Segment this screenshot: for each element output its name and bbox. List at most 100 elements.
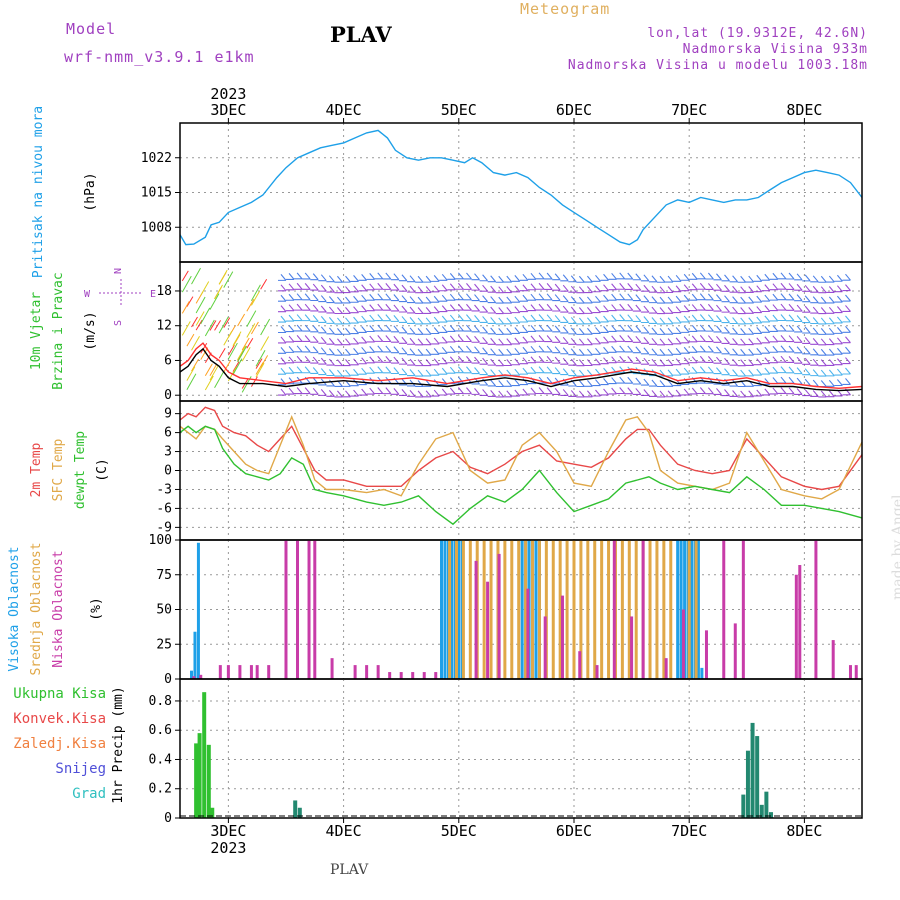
- cloud-bar: [526, 589, 529, 679]
- precip-legend-item: Grad: [72, 786, 106, 802]
- y-tick-label: 6: [164, 426, 172, 441]
- precip-bar: [198, 733, 202, 818]
- cloud-bar: [596, 665, 599, 679]
- y-tick-label: 0.6: [149, 723, 172, 738]
- cloud-bar: [700, 668, 703, 679]
- cloud-bar: [649, 540, 652, 679]
- meteogram-chart: 1008 1015 1022 0 6 12 18 N S W E -9 -6 -3 0 3 6 9 0 25 50…: [0, 0, 900, 860]
- cloud-bar: [423, 672, 426, 679]
- wind-barb-row: [278, 304, 850, 313]
- cloud-bar: [600, 540, 603, 679]
- x-tick-label-bottom: 6DEC: [556, 822, 592, 840]
- precip-panel: 0 0.2 0.4 0.6 0.8: [149, 679, 862, 826]
- compass-cross: [99, 279, 143, 307]
- cloud-bar: [517, 540, 520, 679]
- cloud-bar: [855, 665, 858, 679]
- precip-bar: [769, 812, 773, 818]
- y-tick-label: -3: [156, 482, 172, 497]
- cloud-bar: [538, 540, 541, 679]
- cloud-bar: [630, 616, 633, 679]
- cloud-bar: [849, 665, 852, 679]
- cloud-bar: [669, 540, 672, 679]
- cloud-bar: [377, 665, 380, 679]
- x-tick-label-top: 7DEC: [671, 101, 707, 119]
- cloud-bar: [642, 540, 645, 679]
- wind-barb-cluster: [182, 270, 268, 390]
- y-tick-label: 25: [156, 637, 172, 652]
- cloud-bar: [607, 540, 610, 679]
- cloud-bar: [503, 540, 506, 679]
- wind-ylabel-2: Brzina i Pravac: [51, 272, 66, 389]
- cloud-bar: [193, 632, 196, 679]
- compass-east: E: [150, 289, 156, 300]
- temp-unit: (C): [95, 458, 110, 481]
- cloud-bar: [705, 630, 708, 679]
- cloud-bar: [354, 665, 357, 679]
- x-tick-label-top: 8DEC: [786, 101, 822, 119]
- cloud-bar: [593, 540, 596, 679]
- cloud-bar: [534, 540, 537, 679]
- temp2m-ylabel: 2m Temp: [29, 442, 44, 497]
- y-tick-label: 3: [164, 445, 172, 460]
- wind-barb-row: [278, 325, 850, 334]
- wind-series-line-1: [180, 343, 862, 388]
- cloud-bar: [400, 672, 403, 679]
- cloud-bar: [688, 540, 691, 679]
- watermark: made by Angel: [890, 495, 900, 601]
- cloud-bar: [462, 540, 465, 679]
- cloud-bar: [655, 540, 658, 679]
- y-tick-label: 18: [156, 284, 172, 299]
- compass-south: S: [113, 320, 124, 326]
- cloud-bar: [296, 540, 299, 679]
- y-tick-label: 50: [156, 603, 172, 618]
- cloud-bar: [411, 672, 414, 679]
- y-tick-label: 1022: [141, 151, 172, 166]
- cloud-bar: [795, 575, 798, 679]
- cloud-bar: [544, 616, 547, 679]
- x-tick-label-bottom: 8DEC: [786, 822, 822, 840]
- cloud-bar: [665, 658, 668, 679]
- wind-ylabel-1: 10m Vjetar: [29, 292, 44, 370]
- cloud-bar: [832, 640, 835, 679]
- cloud-bar: [621, 540, 624, 679]
- x-tick-label-bottom: 5DEC: [441, 822, 477, 840]
- wind-barb-row: [278, 335, 850, 344]
- cloud-bar: [566, 540, 569, 679]
- y-axis-titles: Pritisak na nivou mora (hPa) 10m Vjetar Brz…: [7, 106, 126, 804]
- cloud-bar: [483, 540, 486, 679]
- precip-legend-item: Snijeg: [55, 761, 106, 777]
- y-tick-label: 0.2: [149, 782, 172, 797]
- cloud-bar: [256, 665, 259, 679]
- cloud-bar: [742, 540, 745, 679]
- cloud-bar: [197, 543, 200, 679]
- panel-frame: [180, 679, 862, 818]
- pressure-ylabel: Pritisak na nivou mora: [31, 106, 46, 278]
- precip-bar: [755, 736, 759, 818]
- cloud-bar: [552, 540, 555, 679]
- cloud-bar: [798, 565, 801, 679]
- cloud-bar: [734, 623, 737, 679]
- cloud-bar: [250, 665, 253, 679]
- wind-panel: 0 6 12 18 N S W E: [84, 262, 862, 403]
- cloud-bar: [434, 672, 437, 679]
- cloud-bar: [313, 540, 316, 679]
- cloud-bar: [486, 582, 489, 679]
- cloud-bar: [531, 540, 534, 679]
- y-tick-label: 0.4: [149, 752, 173, 767]
- x-tick-label-top: 4DEC: [326, 101, 362, 119]
- cloud-bar: [586, 540, 589, 679]
- y-tick-label: -6: [156, 501, 172, 516]
- cloud-unit: (%): [89, 597, 104, 620]
- cloud-bar: [490, 540, 493, 679]
- y-tick-label: 75: [156, 568, 172, 583]
- precip-bar: [764, 792, 768, 818]
- y-tick-label: 0: [164, 811, 172, 826]
- wind-barb-row: [278, 346, 850, 355]
- precip-bar: [202, 692, 206, 818]
- cloud-bar: [521, 540, 524, 679]
- x-tick-label-bottom: 7DEC: [671, 822, 707, 840]
- precip-bar: [207, 745, 211, 818]
- temperature-panel: -9 -6 -3 0 3 6 9: [156, 401, 862, 540]
- precip-bar: [746, 751, 750, 818]
- cloud-bar: [219, 665, 222, 679]
